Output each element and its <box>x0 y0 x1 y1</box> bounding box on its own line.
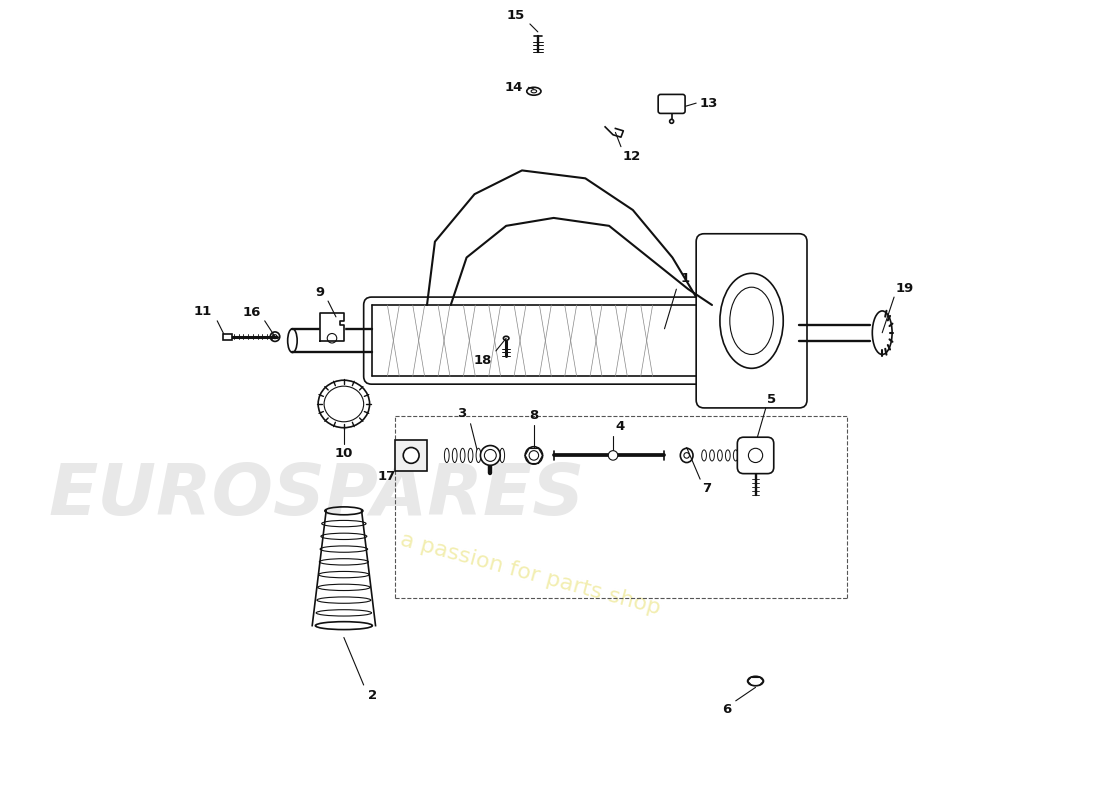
Bar <box>395 439 427 471</box>
Text: 12: 12 <box>623 150 641 163</box>
Text: 17: 17 <box>377 470 395 482</box>
Text: 15: 15 <box>506 10 525 22</box>
Ellipse shape <box>469 448 473 462</box>
Text: a passion for parts shop: a passion for parts shop <box>397 530 662 618</box>
Bar <box>222 334 232 340</box>
Text: 5: 5 <box>768 394 777 406</box>
Ellipse shape <box>702 450 706 461</box>
Circle shape <box>404 447 419 463</box>
Ellipse shape <box>492 448 497 462</box>
Text: EUROSPARES: EUROSPARES <box>48 461 584 530</box>
Text: 6: 6 <box>723 703 732 716</box>
Text: 4: 4 <box>615 420 625 434</box>
Ellipse shape <box>484 448 488 462</box>
Text: 1: 1 <box>680 272 690 286</box>
Text: 8: 8 <box>529 409 539 422</box>
Polygon shape <box>605 127 624 137</box>
Text: 3: 3 <box>458 406 466 420</box>
Text: 2: 2 <box>367 689 376 702</box>
Polygon shape <box>320 313 344 341</box>
Ellipse shape <box>499 448 505 462</box>
Text: 10: 10 <box>334 446 353 460</box>
Text: 7: 7 <box>703 482 712 495</box>
Text: 16: 16 <box>242 306 261 319</box>
Ellipse shape <box>710 450 714 461</box>
Ellipse shape <box>460 448 465 462</box>
Text: 14: 14 <box>505 81 522 94</box>
Circle shape <box>608 450 618 460</box>
FancyBboxPatch shape <box>658 94 685 114</box>
Ellipse shape <box>726 450 730 461</box>
Ellipse shape <box>476 448 481 462</box>
Ellipse shape <box>734 450 738 461</box>
Text: 11: 11 <box>194 306 211 318</box>
FancyBboxPatch shape <box>696 234 807 408</box>
Text: 9: 9 <box>315 286 324 298</box>
Ellipse shape <box>452 448 458 462</box>
Text: 18: 18 <box>473 354 492 367</box>
Text: 19: 19 <box>895 282 914 294</box>
Ellipse shape <box>444 448 449 462</box>
Ellipse shape <box>481 446 500 466</box>
Ellipse shape <box>717 450 723 461</box>
FancyBboxPatch shape <box>737 438 773 474</box>
Text: 13: 13 <box>700 97 717 110</box>
FancyBboxPatch shape <box>364 297 712 384</box>
